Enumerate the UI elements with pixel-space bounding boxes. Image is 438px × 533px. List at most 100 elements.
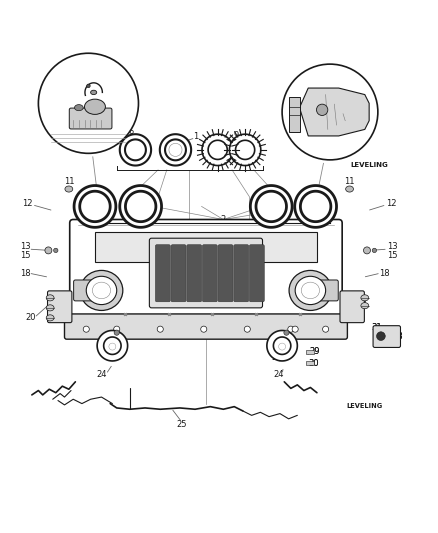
Circle shape xyxy=(157,326,163,332)
Circle shape xyxy=(288,326,294,332)
Ellipse shape xyxy=(85,99,106,115)
Bar xyxy=(306,350,314,354)
FancyBboxPatch shape xyxy=(70,220,342,327)
Polygon shape xyxy=(300,88,369,136)
Ellipse shape xyxy=(65,186,73,192)
FancyBboxPatch shape xyxy=(187,245,201,302)
Polygon shape xyxy=(236,140,254,159)
Polygon shape xyxy=(120,134,151,166)
Polygon shape xyxy=(125,140,146,160)
FancyBboxPatch shape xyxy=(340,291,364,322)
Text: 5: 5 xyxy=(49,90,54,99)
Text: 11: 11 xyxy=(64,177,74,186)
Circle shape xyxy=(282,64,378,160)
Text: 10: 10 xyxy=(309,187,319,196)
Circle shape xyxy=(45,247,52,254)
Text: 13: 13 xyxy=(387,243,398,252)
Circle shape xyxy=(292,326,298,332)
Text: 22: 22 xyxy=(272,352,282,361)
Text: 18: 18 xyxy=(20,269,31,278)
FancyBboxPatch shape xyxy=(218,245,233,302)
Polygon shape xyxy=(165,140,186,160)
Circle shape xyxy=(39,53,138,154)
Text: 1: 1 xyxy=(193,132,198,141)
Circle shape xyxy=(317,104,328,116)
Bar xyxy=(289,97,300,132)
FancyBboxPatch shape xyxy=(171,245,186,302)
FancyBboxPatch shape xyxy=(64,314,347,339)
Text: 29: 29 xyxy=(310,347,320,356)
Circle shape xyxy=(372,248,377,253)
Text: 24: 24 xyxy=(274,370,284,379)
Circle shape xyxy=(201,326,207,332)
Text: 8: 8 xyxy=(128,130,134,139)
Circle shape xyxy=(53,248,58,253)
Text: 7: 7 xyxy=(297,101,302,110)
Text: 12: 12 xyxy=(22,199,33,208)
Ellipse shape xyxy=(295,276,325,304)
Polygon shape xyxy=(251,185,292,228)
Text: 30: 30 xyxy=(308,359,319,368)
Text: 18: 18 xyxy=(379,269,390,278)
Ellipse shape xyxy=(46,295,54,301)
Circle shape xyxy=(114,326,120,332)
Text: 11: 11 xyxy=(344,177,355,186)
Text: 13: 13 xyxy=(20,243,31,252)
Polygon shape xyxy=(160,134,191,166)
FancyBboxPatch shape xyxy=(74,280,103,301)
Text: 22: 22 xyxy=(104,352,115,361)
Polygon shape xyxy=(267,330,297,361)
Polygon shape xyxy=(120,185,162,228)
Polygon shape xyxy=(74,185,116,228)
Ellipse shape xyxy=(91,90,97,94)
Polygon shape xyxy=(97,330,127,361)
Circle shape xyxy=(244,326,251,332)
Text: 3: 3 xyxy=(127,84,132,93)
Text: 25: 25 xyxy=(177,419,187,429)
Text: 17: 17 xyxy=(75,235,86,244)
Text: 10: 10 xyxy=(91,187,102,196)
FancyBboxPatch shape xyxy=(47,291,72,322)
Circle shape xyxy=(284,330,289,335)
Polygon shape xyxy=(104,337,121,354)
Text: 24: 24 xyxy=(96,370,107,379)
Text: 28: 28 xyxy=(392,332,403,341)
Text: 29: 29 xyxy=(310,347,320,356)
Ellipse shape xyxy=(289,270,332,310)
Text: 2: 2 xyxy=(221,215,226,224)
Text: 4: 4 xyxy=(108,79,113,88)
Circle shape xyxy=(109,343,116,350)
Polygon shape xyxy=(256,191,286,222)
Ellipse shape xyxy=(361,303,369,309)
Circle shape xyxy=(83,326,89,332)
Ellipse shape xyxy=(46,315,54,321)
Text: 31: 31 xyxy=(371,323,382,332)
Text: 30: 30 xyxy=(308,359,319,368)
Text: 31: 31 xyxy=(371,323,382,332)
Ellipse shape xyxy=(80,270,123,310)
Polygon shape xyxy=(208,140,227,159)
FancyBboxPatch shape xyxy=(309,280,338,301)
Circle shape xyxy=(322,326,328,332)
Ellipse shape xyxy=(86,276,117,304)
Text: LEVELING: LEVELING xyxy=(346,403,383,409)
FancyBboxPatch shape xyxy=(202,245,217,302)
FancyBboxPatch shape xyxy=(95,232,317,262)
Text: 28: 28 xyxy=(392,332,403,341)
Ellipse shape xyxy=(87,84,90,87)
Polygon shape xyxy=(273,337,291,354)
FancyBboxPatch shape xyxy=(155,245,170,302)
Text: 17: 17 xyxy=(332,235,343,244)
Text: LEVELING: LEVELING xyxy=(350,162,388,168)
Circle shape xyxy=(114,330,119,335)
Polygon shape xyxy=(202,134,233,166)
FancyBboxPatch shape xyxy=(250,245,264,302)
Text: 15: 15 xyxy=(20,251,31,260)
Bar xyxy=(306,360,314,365)
Polygon shape xyxy=(300,191,331,222)
Text: 15: 15 xyxy=(387,251,397,260)
Text: 9: 9 xyxy=(234,132,239,140)
Text: 6: 6 xyxy=(347,94,352,103)
FancyBboxPatch shape xyxy=(69,108,112,129)
Text: 20: 20 xyxy=(26,313,36,322)
